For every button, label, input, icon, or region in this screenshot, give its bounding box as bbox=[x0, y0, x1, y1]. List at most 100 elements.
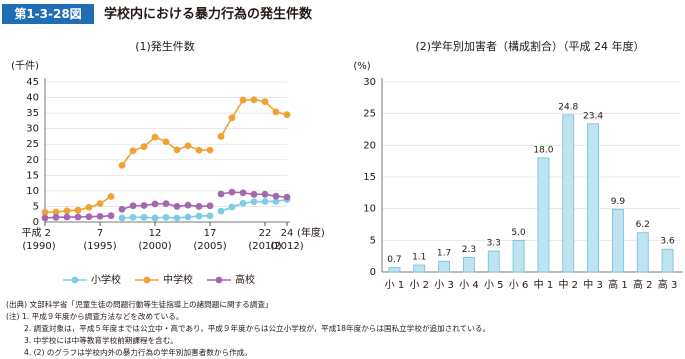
value-label: 24.8 bbox=[558, 102, 578, 112]
series-point bbox=[250, 198, 258, 206]
x-tick-label: 平成 2 bbox=[21, 227, 51, 239]
value-label: 23.4 bbox=[583, 111, 603, 121]
y-tick-label: 15 bbox=[363, 172, 376, 183]
y-tick-label: 30 bbox=[26, 124, 39, 135]
value-label: 6.2 bbox=[636, 220, 650, 230]
series-point bbox=[195, 212, 203, 220]
legend-marker bbox=[143, 276, 151, 284]
note: (出典) 文部科学省「児童生徒の問題行動等生徒指導上の諸問題に関する調査」 bbox=[6, 299, 273, 309]
legend-label: 中学校 bbox=[163, 273, 193, 286]
bar bbox=[587, 123, 599, 273]
series-point bbox=[250, 190, 258, 198]
legend-label: 高校 bbox=[235, 273, 255, 286]
value-label: 18.0 bbox=[533, 146, 553, 156]
value-label: 1.1 bbox=[412, 253, 426, 263]
badge-bg bbox=[2, 4, 94, 24]
bar bbox=[438, 260, 450, 273]
x-tick-label: 小 4 bbox=[459, 279, 479, 291]
series-point bbox=[184, 142, 192, 150]
series-point bbox=[74, 213, 82, 221]
series-point bbox=[239, 96, 247, 104]
y-tick-label: 10 bbox=[26, 186, 39, 197]
value-label: 3.6 bbox=[660, 237, 675, 247]
legend-marker bbox=[215, 276, 223, 284]
series-point bbox=[228, 114, 236, 122]
series-point bbox=[195, 146, 203, 154]
series-point bbox=[162, 200, 170, 208]
series-point bbox=[63, 213, 71, 221]
series-point bbox=[96, 200, 104, 208]
series-point bbox=[184, 213, 192, 221]
y-tick-label: 20 bbox=[26, 155, 39, 166]
x-tick-label: 高 3 bbox=[658, 278, 678, 291]
bar bbox=[661, 248, 674, 273]
x-tick-label: 24 bbox=[281, 228, 294, 239]
series-point bbox=[85, 203, 93, 211]
series-point bbox=[118, 214, 126, 222]
series-point bbox=[250, 96, 258, 104]
series-point bbox=[239, 189, 247, 197]
series-point bbox=[173, 214, 181, 222]
x-axis-unit: (年度) bbox=[297, 226, 325, 239]
series-point bbox=[195, 203, 203, 210]
note: 2. 調査対象は，平成５年度までは公立中・高であり，平成９年度からは公立小学校が… bbox=[24, 323, 490, 333]
x-tick-label: 高 2 bbox=[633, 278, 653, 291]
x-tick-label: 22 bbox=[259, 228, 272, 239]
series-point bbox=[63, 207, 71, 215]
value-label: 2.3 bbox=[462, 245, 476, 255]
x-tick-label: 小 5 bbox=[484, 279, 504, 291]
series-point bbox=[206, 202, 214, 210]
series-point bbox=[52, 208, 60, 216]
x-tick-label: 中 3 bbox=[583, 278, 603, 291]
series-point bbox=[52, 213, 60, 221]
value-label: 5.0 bbox=[511, 228, 526, 238]
x-tick-label: 小 1 bbox=[385, 279, 405, 291]
x-tick-label: 高 1 bbox=[608, 278, 628, 291]
y-tick-label: 45 bbox=[26, 77, 39, 88]
bar bbox=[487, 250, 500, 273]
series-point bbox=[217, 133, 225, 140]
series-point bbox=[162, 138, 170, 146]
y-tick-label: 10 bbox=[363, 204, 376, 215]
legend-marker bbox=[71, 276, 79, 284]
note: 4. (2) のグラフは学校内外の暴力行為の学年別加害者数から作成。 bbox=[24, 347, 252, 357]
y-tick-label: 15 bbox=[26, 170, 39, 181]
series-point bbox=[129, 202, 137, 210]
series-point bbox=[140, 213, 148, 221]
series-point bbox=[129, 213, 137, 221]
x-tick-label: 12 bbox=[149, 228, 162, 239]
y-tick-label: 20 bbox=[363, 140, 376, 151]
bar bbox=[512, 239, 525, 273]
series-point bbox=[217, 207, 225, 215]
x-tick-year: (2005) bbox=[193, 241, 226, 252]
y-tick-label: 25 bbox=[26, 139, 39, 150]
note: (注) 1. 平成９年度から調査方法などを改めている。 bbox=[6, 311, 183, 321]
badge: 第1-3-28図 bbox=[14, 6, 81, 21]
series-point bbox=[107, 212, 115, 220]
series-point bbox=[151, 200, 159, 208]
series-point bbox=[184, 201, 192, 209]
note: 3. 中学校には中等教育学校前期課程を含む。 bbox=[24, 335, 178, 345]
series-point bbox=[283, 111, 291, 119]
series-point bbox=[74, 206, 82, 214]
series-point bbox=[173, 146, 181, 154]
series-point bbox=[162, 213, 170, 221]
y-tick-label: 35 bbox=[26, 108, 39, 119]
series-point bbox=[239, 199, 247, 207]
series-point bbox=[118, 161, 126, 169]
series-point bbox=[140, 202, 148, 209]
y-tick-label: 5 bbox=[33, 201, 39, 212]
value-label: 1.7 bbox=[437, 249, 451, 259]
series-point bbox=[228, 188, 236, 196]
value-label: 9.9 bbox=[611, 197, 626, 207]
series-point bbox=[272, 198, 280, 205]
y-axis-unit: (千件) bbox=[11, 60, 39, 72]
header-title: 学校内における暴力行為の発生件数 bbox=[104, 6, 313, 22]
series-point bbox=[151, 133, 159, 141]
x-tick-year: (1995) bbox=[83, 241, 116, 252]
series-point bbox=[140, 143, 148, 151]
y-tick-label: 25 bbox=[363, 109, 376, 120]
bar bbox=[612, 208, 624, 273]
value-label: 0.7 bbox=[387, 255, 401, 265]
